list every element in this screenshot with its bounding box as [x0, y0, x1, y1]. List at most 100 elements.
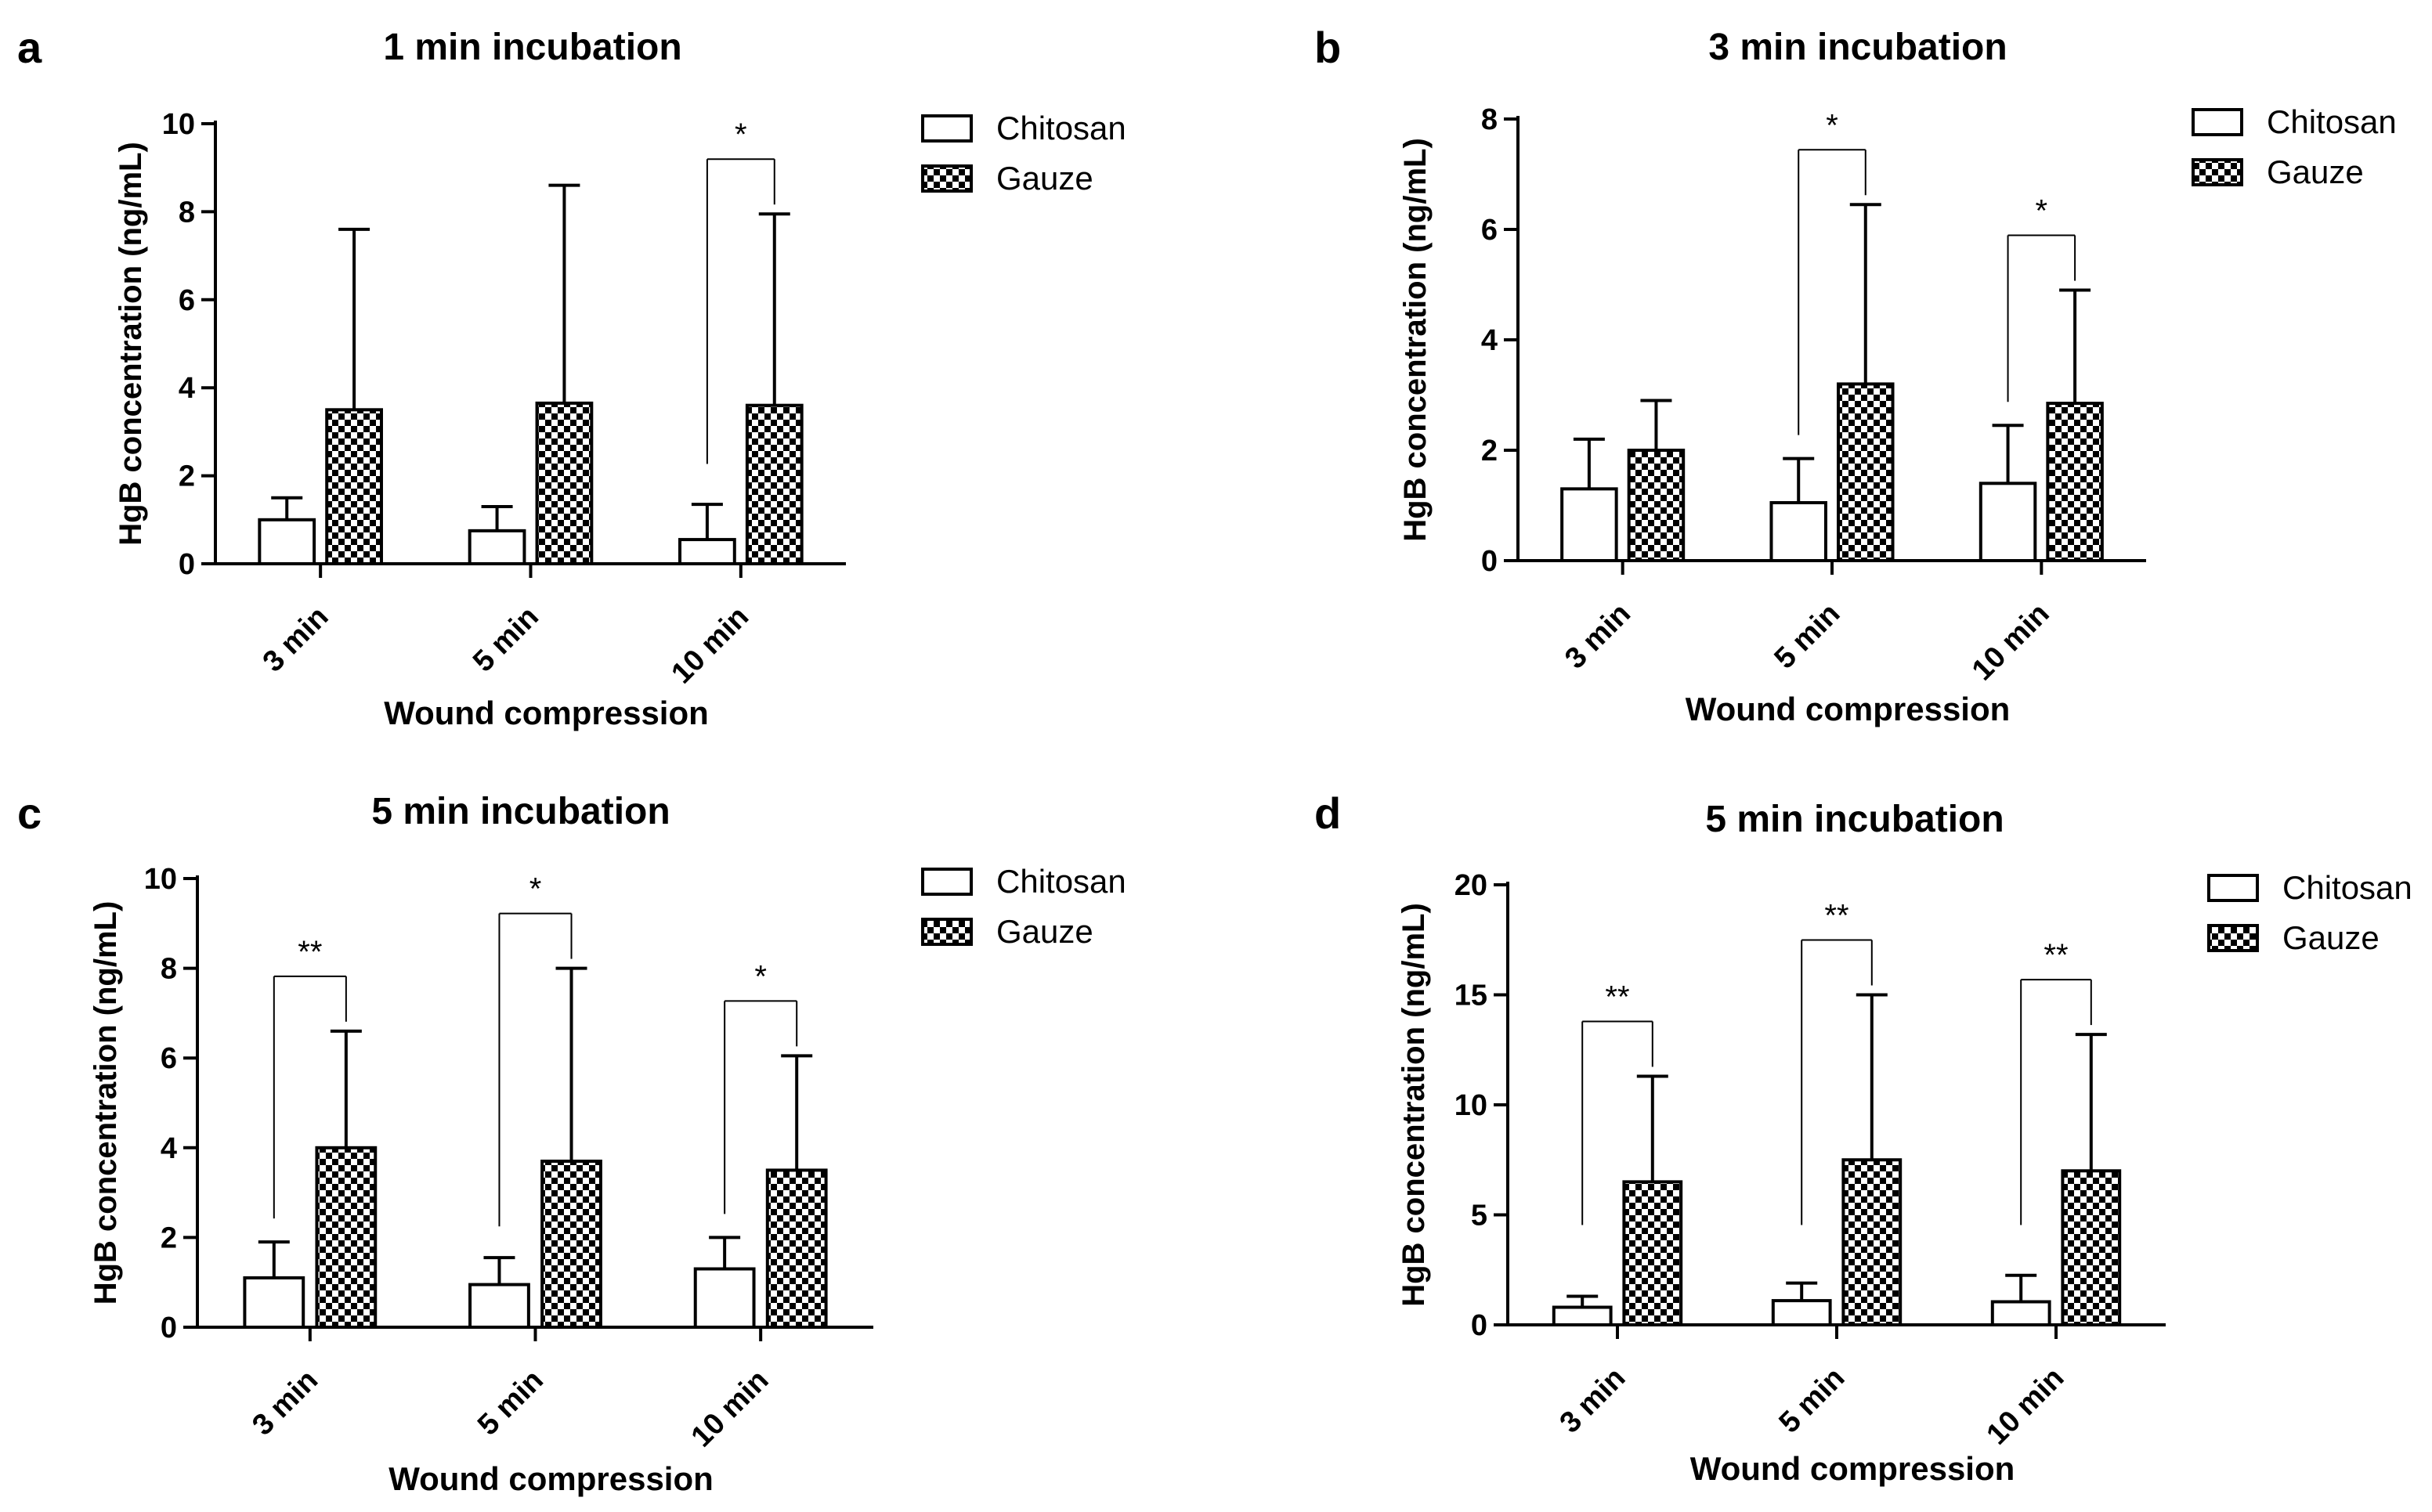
bar-gauze — [315, 1146, 378, 1330]
white-box-icon — [921, 868, 973, 896]
bar-gauze — [1841, 1158, 1903, 1326]
bar-chitosan — [468, 529, 526, 565]
y-tick-label: 4 — [1481, 324, 1498, 357]
y-tick-label: 15 — [1455, 980, 1487, 1012]
bar-gauze — [765, 1168, 828, 1329]
checker-box-icon — [2192, 158, 2243, 186]
x-axis-label: Wound compression — [388, 1460, 714, 1497]
bar-chitosan — [678, 538, 736, 566]
y-tick-label: 0 — [161, 1312, 177, 1344]
panel-letter: d — [1314, 788, 1341, 838]
significance-label: ** — [1824, 899, 1848, 933]
panel-letter: c — [17, 788, 42, 838]
x-tick-label: 10 min — [1981, 1362, 2071, 1452]
bar-chitosan — [243, 1276, 305, 1329]
legend-label-gauze: Gauze — [2282, 919, 2380, 956]
chart-title: 1 min incubation — [383, 27, 681, 68]
chart-panel-b: b 3 min incubation 0 2 4 6 8 HgB concentration … — [1314, 23, 2397, 727]
y-axis-label: HgB concentration (ng/mL) — [114, 142, 148, 546]
bar-chitosan — [1552, 1305, 1613, 1327]
checker-box-icon — [921, 164, 973, 193]
x-tick-label: 10 min — [685, 1364, 775, 1454]
significance-label: * — [529, 872, 542, 907]
chart-panel-d: d 5 min incubation 0 5 10 15 20 HgB concentrati… — [1314, 788, 2412, 1487]
legend-label-chitosan: Chitosan — [2267, 103, 2397, 140]
bar-chitosan — [1560, 487, 1618, 562]
bar-gauze — [325, 408, 383, 565]
y-tick-label: 4 — [161, 1132, 177, 1165]
x-tick-label: 3 min — [1559, 597, 1637, 676]
bar-gauze — [1627, 449, 1686, 562]
bar-chitosan — [1771, 1299, 1832, 1326]
legend-label-gauze: Gauze — [996, 913, 1093, 950]
panel-letter: a — [17, 23, 42, 72]
y-tick-label: 0 — [1481, 545, 1498, 578]
white-box-icon — [2192, 108, 2243, 136]
x-axis-label: Wound compression — [384, 695, 709, 731]
x-tick-label: 3 min — [246, 1364, 324, 1442]
significance-label: ** — [1605, 980, 1629, 1014]
legend-label-gauze: Gauze — [996, 160, 1093, 197]
y-tick-label: 20 — [1455, 869, 1487, 902]
chart-panel-c: c 5 min incubation 0 2 4 6 8 10 HgB concentratio… — [17, 788, 1126, 1497]
bar-chitosan — [258, 518, 316, 565]
significance-label: * — [754, 959, 767, 994]
bar-gauze — [540, 1159, 602, 1329]
bar-gauze — [1837, 382, 1895, 562]
legend-label-gauze: Gauze — [2267, 153, 2364, 190]
x-tick-label: 3 min — [257, 601, 335, 679]
legend-label-chitosan: Chitosan — [996, 863, 1126, 900]
x-tick-label: 10 min — [665, 601, 755, 691]
y-tick-label: 4 — [179, 372, 195, 405]
y-tick-label: 10 — [144, 863, 177, 896]
bar-gauze — [1622, 1180, 1683, 1326]
bar-chitosan — [1990, 1300, 2051, 1326]
y-tick-label: 6 — [179, 284, 195, 317]
y-tick-label: 6 — [161, 1042, 177, 1075]
white-box-icon — [921, 114, 973, 143]
chart-title: 5 min incubation — [1705, 799, 2004, 840]
checker-box-icon — [921, 918, 973, 946]
y-tick-label: 0 — [179, 548, 195, 581]
y-tick-label: 6 — [1481, 214, 1498, 247]
significance-label: ** — [298, 935, 322, 969]
bar-chitosan — [1769, 500, 1827, 562]
y-tick-label: 10 — [1455, 1089, 1487, 1122]
y-axis-label: HgB concentration (ng/mL) — [1398, 138, 1433, 542]
y-tick-label: 10 — [162, 108, 195, 141]
y-tick-label: 0 — [1471, 1309, 1487, 1342]
y-axis-label: HgB concentration (ng/mL) — [1397, 903, 1431, 1307]
x-tick-label: 5 min — [1768, 597, 1846, 676]
significance-label: * — [1826, 108, 1838, 143]
checker-box-icon — [2207, 924, 2259, 952]
y-tick-label: 8 — [179, 196, 195, 229]
significance-label: * — [2036, 194, 2048, 229]
bar-gauze — [2061, 1169, 2122, 1327]
x-tick-label: 5 min — [1773, 1362, 1851, 1440]
x-tick-label: 5 min — [472, 1364, 550, 1442]
y-tick-label: 2 — [179, 460, 195, 493]
y-tick-label: 5 — [1471, 1200, 1487, 1232]
y-tick-label: 2 — [1481, 435, 1498, 467]
chart-panel-a: a 1 min incubation 0 2 4 6 8 10 HgB concentratio… — [17, 23, 1126, 731]
white-box-icon — [2207, 874, 2259, 902]
bar-gauze — [745, 403, 804, 565]
bar-gauze — [535, 401, 594, 565]
x-tick-label: 5 min — [467, 601, 545, 679]
bar-chitosan — [693, 1267, 756, 1330]
legend-label-chitosan: Chitosan — [2282, 869, 2412, 906]
x-axis-label: Wound compression — [1686, 691, 2011, 727]
bar-chitosan — [1978, 482, 2037, 562]
panel-letter: b — [1314, 23, 1341, 72]
y-tick-label: 8 — [161, 953, 177, 986]
significance-label: ** — [2044, 938, 2068, 973]
chart-title: 3 min incubation — [1708, 27, 2007, 68]
x-tick-label: 10 min — [1966, 597, 2056, 687]
y-tick-label: 8 — [1481, 103, 1498, 136]
bar-gauze — [2046, 402, 2104, 563]
y-tick-label: 2 — [161, 1222, 177, 1254]
chart-title: 5 min incubation — [371, 791, 670, 832]
x-tick-label: 3 min — [1553, 1362, 1632, 1440]
x-axis-label: Wound compression — [1690, 1450, 2015, 1487]
